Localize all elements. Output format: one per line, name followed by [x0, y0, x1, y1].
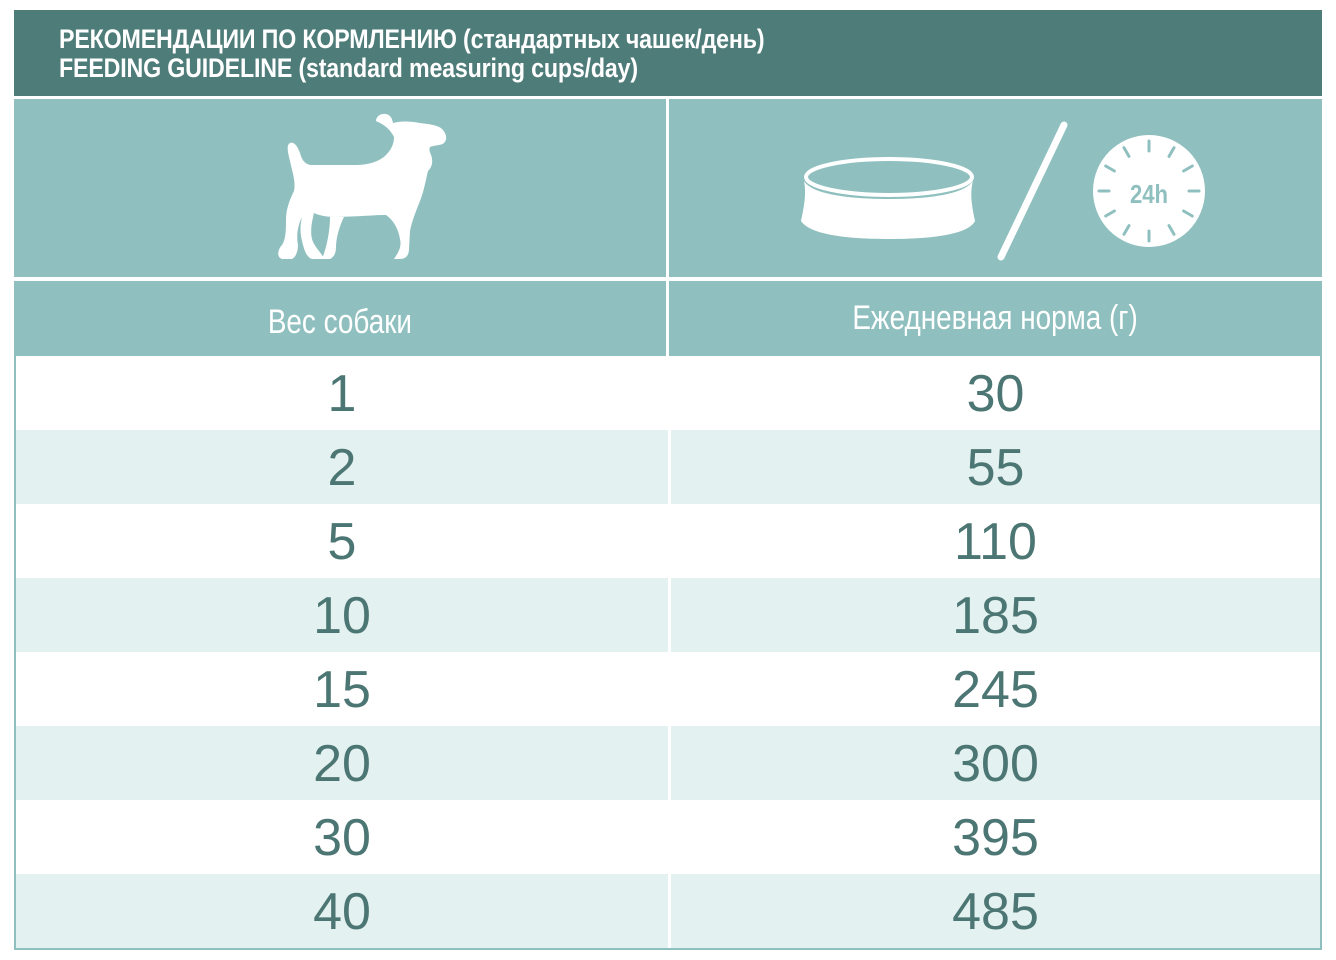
- header-divider: [14, 96, 1322, 99]
- bowl-clock-icon-cell: 24h: [669, 99, 1322, 277]
- row-divider: [668, 726, 671, 800]
- weight-cell: 15: [313, 661, 371, 719]
- weight-cell: 1: [327, 365, 357, 423]
- row-divider: [668, 652, 671, 726]
- table-body: 1 30 2 55 5 110 10 185 15 245 20 300: [16, 356, 1320, 948]
- weight-cell: 10: [313, 587, 371, 645]
- row-divider: [668, 578, 671, 652]
- feeding-guideline-table: РЕКОМЕНДАЦИИ ПО КОРМЛЕНИЮ (стандартных ч…: [14, 10, 1322, 950]
- weight-cell: 40: [313, 883, 371, 941]
- daily-amount-cell: 300: [952, 735, 1039, 793]
- clock-label: 24h: [1129, 179, 1169, 209]
- daily-amount-cell: 55: [966, 439, 1025, 497]
- weight-cell: 30: [313, 809, 371, 867]
- weight-column-label: Вес собаки: [267, 303, 413, 341]
- table-row: 2 55: [16, 430, 1320, 504]
- table-header: РЕКОМЕНДАЦИИ ПО КОРМЛЕНИЮ (стандартных ч…: [14, 10, 1322, 96]
- row-divider: [668, 356, 671, 430]
- daily-amount-cell: 185: [952, 587, 1039, 645]
- table-row: 10 185: [16, 578, 1320, 652]
- daily-amount-cell: 395: [952, 809, 1039, 867]
- title-english: FEEDING GUIDELINE (standard measuring cu…: [59, 53, 638, 83]
- weight-cell: 2: [327, 439, 357, 497]
- daily-amount-cell: 245: [952, 661, 1039, 719]
- table-row: 40 485: [16, 874, 1320, 948]
- table-row: 15 245: [16, 652, 1320, 726]
- 24h-clock-icon: [1093, 135, 1205, 247]
- row-divider: [668, 874, 671, 948]
- table-row: 5 110: [16, 504, 1320, 578]
- daily-amount-cell: 30: [966, 365, 1025, 423]
- weight-cell: 5: [327, 513, 357, 571]
- slash-separator-icon: [997, 121, 1068, 261]
- weight-cell: 20: [313, 735, 371, 793]
- title-russian: РЕКОМЕНДАЦИИ ПО КОРМЛЕНИЮ (стандартных ч…: [59, 24, 765, 54]
- weight-column-header: Вес собаки: [14, 292, 666, 352]
- row-divider: [668, 800, 671, 874]
- dog-icon-cell: [14, 99, 666, 277]
- row-divider: [668, 430, 671, 504]
- table-row: 30 395: [16, 800, 1320, 874]
- table-row: 1 30: [16, 356, 1320, 430]
- daily-amount-cell: 110: [954, 513, 1037, 571]
- row-divider: [668, 504, 671, 578]
- table-row: 20 300: [16, 726, 1320, 800]
- food-bowl-icon: [801, 157, 975, 239]
- daily-column-label: Ежедневная норма (г): [852, 299, 1139, 337]
- daily-column-header: Ежедневная норма (г): [669, 288, 1322, 348]
- icon-label-divider: [14, 277, 1322, 281]
- daily-amount-cell: 485: [952, 883, 1039, 941]
- column-divider: [666, 99, 669, 356]
- dog-silhouette-icon: [278, 113, 447, 260]
